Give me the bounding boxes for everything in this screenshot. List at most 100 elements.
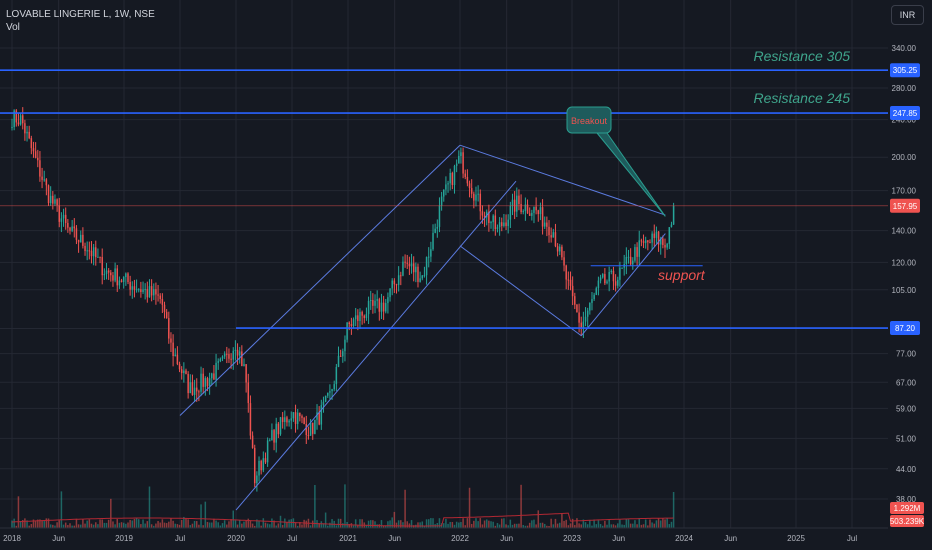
volume-bar bbox=[103, 522, 106, 528]
volume-bar bbox=[64, 522, 67, 528]
candle bbox=[281, 417, 284, 422]
y-tick-label: 170.00 bbox=[892, 187, 917, 196]
candle bbox=[365, 314, 368, 319]
candle bbox=[322, 401, 325, 406]
symbol-legend[interactable]: LOVABLE LINGERIE L, 1W, NSE bbox=[6, 9, 155, 20]
volume-bar bbox=[58, 520, 61, 528]
callout-box bbox=[566, 106, 612, 134]
volume-ma-line bbox=[11, 512, 674, 527]
volume-bar bbox=[86, 520, 88, 528]
volume-bar bbox=[638, 518, 640, 528]
volume-bar bbox=[234, 520, 237, 528]
candle bbox=[535, 206, 537, 211]
candle bbox=[290, 418, 292, 421]
x-tick-label: Jul bbox=[287, 534, 297, 543]
volume-bar bbox=[483, 520, 486, 528]
candle bbox=[95, 247, 97, 258]
volume-bar bbox=[191, 523, 194, 528]
candle bbox=[249, 403, 252, 436]
volume-bar bbox=[232, 510, 235, 528]
volume-bar bbox=[419, 522, 421, 528]
candle bbox=[483, 215, 486, 218]
candle bbox=[391, 280, 393, 289]
candle bbox=[30, 138, 33, 149]
candle bbox=[159, 295, 161, 299]
volume-bar bbox=[466, 518, 469, 528]
volume-bar bbox=[327, 525, 329, 528]
candle bbox=[208, 378, 211, 387]
candle bbox=[406, 262, 408, 264]
volume-bar bbox=[45, 518, 48, 528]
candle bbox=[264, 458, 267, 463]
candle bbox=[331, 389, 333, 392]
volume-bar bbox=[47, 518, 50, 528]
candle bbox=[200, 373, 202, 392]
volume-bar bbox=[264, 522, 267, 528]
candle bbox=[507, 219, 509, 227]
candle bbox=[380, 302, 383, 312]
volume-bar bbox=[37, 519, 39, 528]
candle bbox=[647, 240, 649, 243]
candle bbox=[460, 152, 462, 157]
volume-bar bbox=[185, 518, 187, 528]
volume-bar bbox=[202, 525, 204, 528]
volume-bar bbox=[41, 520, 43, 528]
volume-bar bbox=[619, 519, 621, 528]
candle bbox=[223, 353, 226, 357]
candle bbox=[204, 378, 207, 387]
volume-bar bbox=[157, 521, 159, 528]
candle bbox=[97, 256, 99, 258]
candle bbox=[481, 211, 484, 216]
candle bbox=[477, 193, 479, 195]
volume-bar bbox=[49, 524, 52, 528]
candle bbox=[170, 338, 172, 343]
volume-bar bbox=[443, 523, 445, 528]
volume-bar bbox=[24, 518, 26, 528]
volume-bar bbox=[129, 519, 131, 528]
candle bbox=[142, 289, 144, 293]
candle bbox=[524, 204, 527, 212]
candle bbox=[56, 199, 58, 206]
volume-bar bbox=[670, 521, 673, 528]
candle bbox=[412, 263, 415, 273]
candle bbox=[453, 165, 456, 186]
volume-bar bbox=[651, 522, 653, 528]
candles bbox=[11, 107, 675, 492]
price-badge-label: 247.85 bbox=[893, 109, 918, 118]
currency-button[interactable]: INR bbox=[891, 5, 924, 25]
candle bbox=[492, 215, 494, 223]
x-tick-label: 2023 bbox=[563, 534, 581, 543]
candle bbox=[316, 412, 318, 420]
candle bbox=[320, 405, 323, 425]
volume-bar bbox=[314, 485, 316, 528]
volume-bar bbox=[146, 521, 149, 528]
volume-bar bbox=[193, 520, 196, 528]
candle bbox=[468, 183, 471, 189]
volume-bar bbox=[554, 518, 557, 528]
candle bbox=[657, 231, 660, 245]
candle bbox=[219, 358, 222, 362]
candle bbox=[458, 156, 460, 164]
volume-bar bbox=[77, 524, 80, 528]
candle bbox=[168, 318, 170, 339]
candle bbox=[462, 152, 464, 174]
candle bbox=[541, 207, 544, 227]
volume-bar bbox=[576, 518, 578, 528]
volume-bar bbox=[393, 511, 396, 528]
volume-bar bbox=[116, 519, 119, 528]
y-tick-label: 120.00 bbox=[892, 258, 917, 267]
x-tick-label: Jun bbox=[52, 534, 65, 543]
candle bbox=[385, 303, 387, 312]
volume-bar bbox=[488, 520, 490, 528]
price-badge-label: 87.20 bbox=[895, 324, 916, 333]
volume-legend[interactable]: Vol bbox=[6, 22, 20, 33]
volume-bar bbox=[11, 520, 13, 528]
candle bbox=[217, 361, 219, 363]
volume-bar bbox=[518, 523, 520, 528]
volume-bar bbox=[97, 524, 99, 528]
candle bbox=[601, 274, 604, 278]
candle bbox=[451, 172, 454, 186]
candle bbox=[586, 310, 589, 317]
